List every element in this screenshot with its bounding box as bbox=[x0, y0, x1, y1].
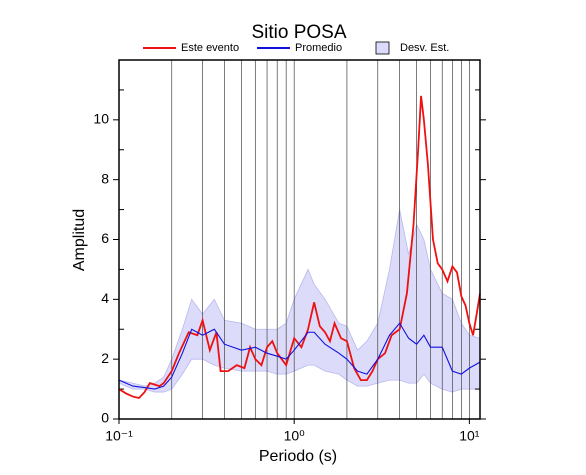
y-tick-label: 4 bbox=[101, 290, 109, 306]
x-tick-label: 10⁻¹ bbox=[105, 428, 133, 444]
plot-frame bbox=[118, 59, 481, 420]
x-tick-label: 10¹ bbox=[459, 428, 480, 444]
data-line bbox=[118, 95, 481, 400]
legend-swatch bbox=[375, 41, 390, 55]
x-tick-label: 10⁰ bbox=[284, 428, 306, 444]
x-axis-label: Periodo (s) bbox=[259, 448, 337, 465]
data-line bbox=[118, 322, 481, 390]
y-tick-label: 10 bbox=[93, 111, 109, 127]
legend-label: Promedio bbox=[295, 42, 342, 54]
std-band bbox=[118, 209, 481, 393]
legend-label: Este evento bbox=[181, 42, 239, 54]
y-tick-label: 0 bbox=[101, 410, 109, 426]
chart-title: Sitio POSA bbox=[251, 22, 346, 43]
y-tick-label: 2 bbox=[101, 350, 109, 366]
y-tick-label: 6 bbox=[101, 230, 109, 246]
legend-label: Desv. Est. bbox=[400, 42, 449, 54]
y-axis-label: Amplitud bbox=[71, 209, 88, 271]
y-tick-label: 8 bbox=[101, 170, 109, 186]
